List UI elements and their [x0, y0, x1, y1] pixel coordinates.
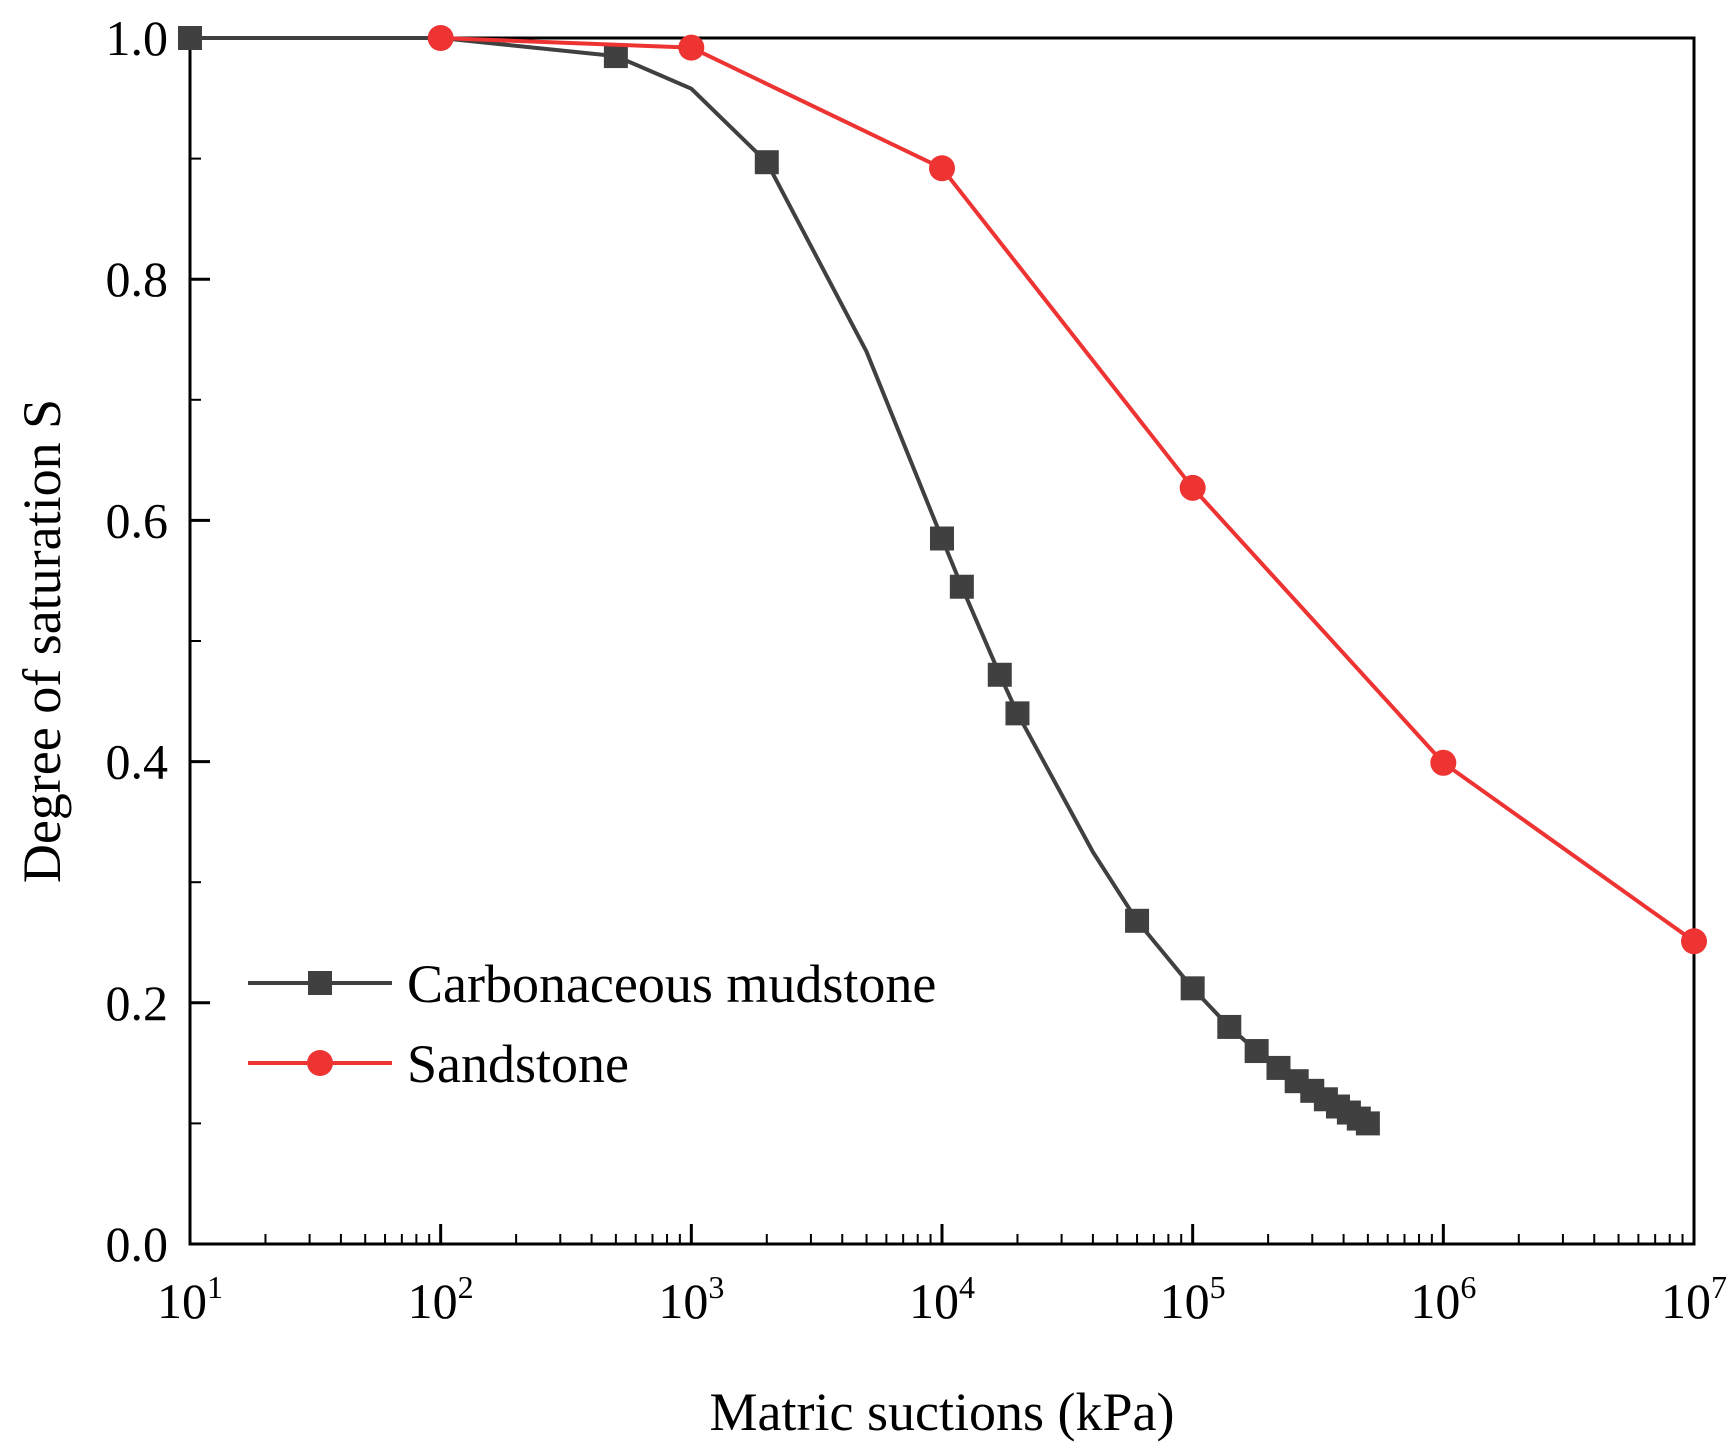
- y-tick-label: 0.6: [106, 492, 169, 548]
- carbonaceous-mudstone-point: [987, 662, 1012, 687]
- carbonaceous-mudstone-point: [930, 526, 954, 551]
- y-tick-label: 0.4: [106, 734, 169, 790]
- x-tick-label: 107: [1661, 1269, 1727, 1329]
- y-tick-label: 0.0: [106, 1216, 169, 1272]
- carbonaceous-mudstone-point: [754, 150, 779, 175]
- series-layer: [178, 25, 1707, 1136]
- carbonaceous-mudstone-point: [1180, 976, 1205, 1001]
- x-tick-exponent: 4: [959, 1269, 975, 1305]
- sandstone-point: [1179, 474, 1206, 501]
- sandstone-point: [678, 34, 705, 61]
- legend-marker-carbonaceous-mudstone: [308, 971, 332, 995]
- x-tick-exponent: 6: [1460, 1269, 1476, 1305]
- legend-label-sandstone: Sandstone: [407, 1034, 629, 1094]
- x-axis-title: Matric suctions (kPa): [710, 1382, 1175, 1442]
- x-tick-label: 103: [658, 1269, 724, 1329]
- x-tick-base: 10: [408, 1273, 458, 1329]
- x-tick-base: 10: [909, 1273, 959, 1329]
- x-tick-exponent: 7: [1711, 1269, 1727, 1305]
- x-tick-base: 10: [1160, 1273, 1210, 1329]
- x-tick-label: 106: [1410, 1269, 1476, 1329]
- y-axis-title: Degree of saturation S: [12, 399, 72, 883]
- x-tick-base: 10: [1661, 1273, 1711, 1329]
- carbonaceous-mudstone-point: [603, 44, 628, 69]
- sandstone-point: [929, 155, 955, 182]
- legend-item-carbonaceous-mudstone: Carbonaceous mudstone: [248, 954, 936, 1014]
- x-tick-exponent: 5: [1210, 1269, 1226, 1305]
- x-tick-label: 102: [408, 1269, 474, 1329]
- legend-item-sandstone: Sandstone: [248, 1034, 629, 1094]
- sandstone-line: [440, 36, 1696, 943]
- x-tick-base: 10: [658, 1273, 708, 1329]
- x-tick-label: 105: [1160, 1269, 1226, 1329]
- carbonaceous-mudstone-point: [1244, 1039, 1269, 1064]
- legend-label-carbonaceous-mudstone: Carbonaceous mudstone: [407, 954, 936, 1014]
- carbonaceous-mudstone-point: [178, 26, 202, 50]
- carbonaceous-mudstone-point: [1125, 908, 1150, 933]
- x-axis-ticks: 101 102 103 104 105 106 107: [157, 1224, 1727, 1329]
- y-tick-label: 1.0: [106, 10, 169, 66]
- y-tick-label: 0.8: [106, 251, 169, 307]
- x-tick-base: 10: [157, 1273, 207, 1329]
- sandstone-point: [1681, 928, 1707, 955]
- series-sandstone: [427, 25, 1707, 955]
- x-tick-base: 10: [1410, 1273, 1460, 1329]
- x-tick-label: 104: [909, 1269, 975, 1329]
- sandstone-point: [1430, 749, 1457, 776]
- y-axis-ticks: 0.0 0.2 0.4 0.6 0.8 1.0: [106, 10, 210, 1272]
- x-tick-exponent: 2: [458, 1269, 474, 1305]
- carbonaceous-mudstone-point: [1005, 701, 1030, 726]
- x-tick-exponent: 3: [708, 1269, 724, 1305]
- legend-marker-sandstone: [307, 1050, 333, 1076]
- carbonaceous-mudstone-point: [1355, 1111, 1380, 1136]
- carbonaceous-mudstone-point: [949, 574, 974, 599]
- legend: Carbonaceous mudstone Sandstone: [248, 954, 936, 1094]
- sandstone-point: [427, 25, 454, 51]
- x-tick-exponent: 1: [207, 1269, 223, 1305]
- x-tick-label: 101: [157, 1269, 223, 1329]
- carbonaceous-mudstone-point: [1217, 1014, 1242, 1039]
- y-tick-label: 0.2: [106, 975, 169, 1031]
- series-carbonaceous-mudstone: [178, 26, 1380, 1136]
